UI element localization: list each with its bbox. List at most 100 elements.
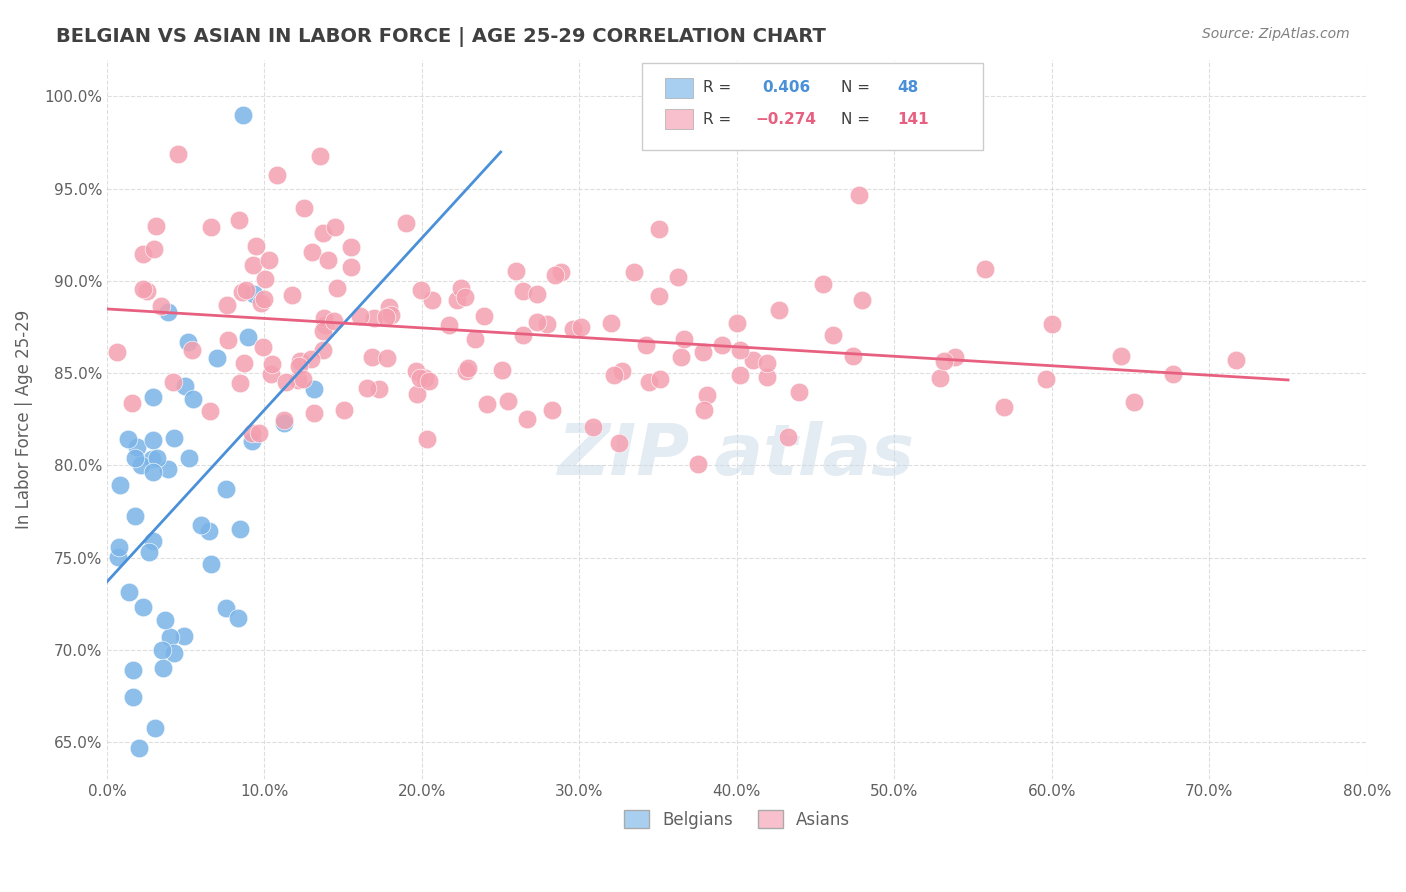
Point [607,435,630,450]
Point [1035,372,1057,386]
Text: 0.406: 0.406 [762,80,810,95]
Point [666,269,689,284]
Point [491,363,513,377]
Point [287,373,309,387]
Point [693,403,716,417]
Point [413,371,436,385]
Point [526,315,548,329]
Point [349,310,371,324]
Point [380,309,402,323]
Point [229,522,252,536]
Point [540,403,562,417]
Point [132,600,155,615]
Point [235,284,257,298]
Point [686,458,709,472]
Point [243,286,266,301]
Point [231,285,253,299]
Point [205,351,228,365]
Point [136,284,159,298]
FancyBboxPatch shape [665,78,693,98]
Point [107,549,129,564]
Point [253,292,276,306]
Point [281,288,304,302]
Point [177,334,200,349]
Point [516,412,538,426]
Point [200,404,222,418]
Point [132,282,155,296]
Point [776,430,799,444]
Point [692,345,714,359]
Point [544,268,567,282]
Point [217,298,239,312]
Point [1163,367,1185,381]
Point [226,611,249,625]
Point [159,630,181,644]
Point [512,328,534,343]
Point [673,333,696,347]
Point [198,524,221,538]
Point [128,740,150,755]
Point [823,328,845,343]
Point [142,433,165,447]
Point [1109,350,1132,364]
Point [308,149,330,163]
Point [416,432,439,446]
Text: N =: N = [841,112,870,127]
Text: R =: R = [703,80,731,95]
Point [260,357,283,371]
Point [851,293,873,307]
Point [273,413,295,427]
Point [367,382,389,396]
Point [437,318,460,333]
Point [361,350,384,364]
Point [536,318,558,332]
FancyBboxPatch shape [643,63,983,150]
Point [1225,353,1247,368]
Point [249,296,271,310]
Text: 141: 141 [897,112,928,127]
Point [755,370,778,384]
Point [610,364,633,378]
Point [252,340,274,354]
Point [395,216,418,230]
Point [142,534,165,549]
Y-axis label: In Labor Force | Age 25-29: In Labor Force | Age 25-29 [15,310,32,529]
Point [132,247,155,261]
Point [742,353,765,368]
Point [603,368,626,382]
Point [287,359,309,373]
Text: 48: 48 [897,80,918,95]
Point [142,391,165,405]
Point [928,371,950,385]
Point [122,690,145,704]
Point [550,265,572,279]
Point [457,361,479,376]
Point [108,540,131,554]
Point [623,265,645,279]
Point [146,451,169,466]
Point [117,432,139,446]
Point [648,288,671,302]
Point [217,333,239,347]
Point [848,188,870,202]
Point [446,293,468,307]
Point [299,351,322,366]
Point [378,300,401,314]
Point [787,384,810,399]
Point [312,343,335,357]
Point [121,395,143,409]
Point [312,324,335,338]
Point [179,450,201,465]
Point [634,338,657,352]
Point [124,450,146,465]
Point [273,416,295,430]
Point [288,354,311,368]
Point [173,629,195,643]
FancyBboxPatch shape [665,109,693,129]
Point [254,272,277,286]
Point [232,108,254,122]
Point [943,350,966,364]
Text: −0.274: −0.274 [756,112,817,127]
Point [292,201,315,215]
Point [505,263,527,277]
